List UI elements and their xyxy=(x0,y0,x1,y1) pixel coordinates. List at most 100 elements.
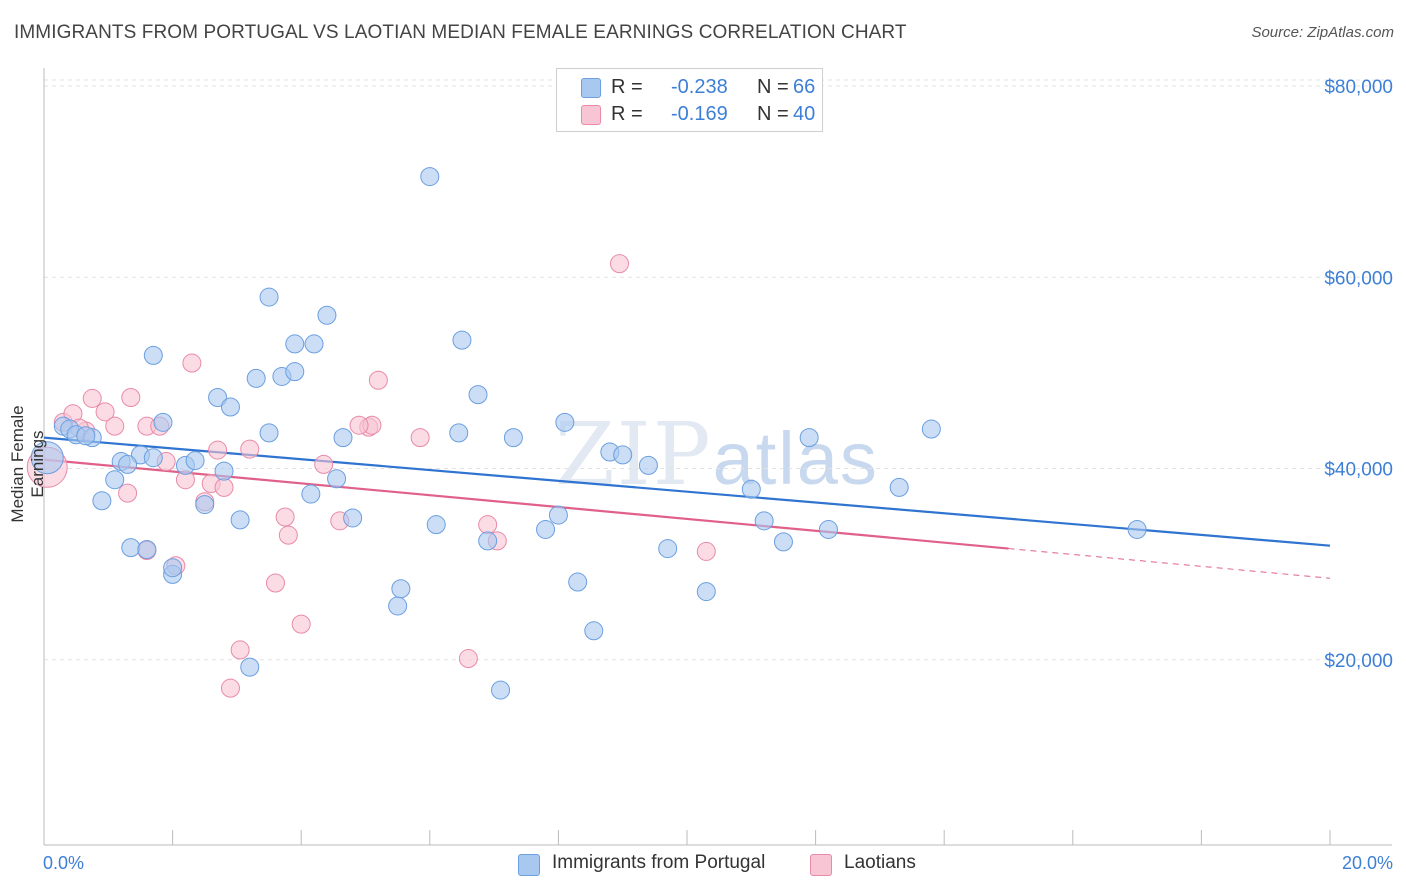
legend-swatch-portugal xyxy=(581,78,601,98)
data-point-portugal xyxy=(240,657,260,677)
data-point-laotians xyxy=(208,440,228,460)
data-point-portugal xyxy=(333,428,353,448)
data-point-portugal xyxy=(343,508,363,528)
data-point-portugal xyxy=(388,596,408,616)
data-point-portugal xyxy=(503,428,523,448)
data-point-portugal xyxy=(118,454,138,474)
data-point-laotians xyxy=(696,541,716,561)
data-point-portugal xyxy=(548,505,568,525)
data-point-portugal xyxy=(568,572,588,592)
data-point-portugal xyxy=(696,582,716,602)
data-point-laotians xyxy=(609,254,629,274)
data-point-portugal xyxy=(285,334,305,354)
data-point-portugal xyxy=(420,167,440,187)
legend-swatch-laotians xyxy=(581,105,601,125)
trend-line-laotians-extrapolated xyxy=(1008,548,1331,579)
data-point-laotians xyxy=(105,416,125,436)
tick-labels: $20,000 $40,000 $60,000 $80,000 0.0% 20.0% xyxy=(43,77,1393,873)
data-point-portugal xyxy=(246,368,266,388)
data-point-portugal xyxy=(301,484,321,504)
data-point-portugal xyxy=(208,387,228,407)
data-point-portugal xyxy=(754,511,774,531)
data-point-portugal xyxy=(818,519,838,539)
watermark-zip: ZIP xyxy=(555,405,713,505)
watermark: ZIPatlas xyxy=(555,405,879,505)
data-point-portugal xyxy=(143,345,163,365)
data-point-portugal xyxy=(468,385,488,405)
data-point-portugal xyxy=(449,423,469,443)
y-axis-label: Median Female Earnings xyxy=(8,405,47,523)
data-point-laotians xyxy=(82,388,102,408)
data-point-laotians xyxy=(214,477,234,497)
grid-lines xyxy=(44,79,1392,661)
data-point-portugal xyxy=(143,448,163,468)
data-point-laotians xyxy=(230,640,250,660)
legend-n-label: N = xyxy=(757,76,789,98)
data-point-portugal xyxy=(741,479,761,499)
data-point-laotians xyxy=(349,415,369,435)
data-point-portugal xyxy=(658,539,678,559)
trend-line-portugal xyxy=(43,436,1331,547)
data-point-laotians xyxy=(182,353,202,373)
data-point-laotians xyxy=(220,678,240,698)
data-point-laotians xyxy=(368,370,388,390)
data-point-portugal xyxy=(304,334,324,354)
watermark-atlas: atlas xyxy=(712,417,879,500)
data-point-portugal xyxy=(1127,519,1147,539)
trend-line-laotians xyxy=(43,458,1009,550)
data-point-laotians xyxy=(458,649,478,669)
bottom-legend-swatch-portugal xyxy=(518,854,540,876)
bottom-legend-label: Laotians xyxy=(844,852,916,873)
data-point-portugal xyxy=(327,469,347,489)
legend-n-value: 66 xyxy=(793,76,816,98)
y-tick-label: $60,000 xyxy=(1324,268,1393,289)
y-tick-label: $20,000 xyxy=(1324,651,1393,672)
data-point-portugal xyxy=(491,680,511,700)
data-point-portugal xyxy=(889,477,909,497)
data-point-portugal xyxy=(76,426,96,446)
data-point-portugal xyxy=(259,287,279,307)
trend-lines xyxy=(43,436,1331,579)
data-point-portugal xyxy=(536,519,556,539)
series-laotians xyxy=(26,254,716,698)
data-point-portugal xyxy=(185,451,205,471)
x-tick-label-min: 0.0% xyxy=(43,853,84,873)
data-point-portugal xyxy=(163,558,183,578)
series-immigrants-from-portugal xyxy=(30,167,1147,700)
data-point-laotians xyxy=(410,428,430,448)
data-point-portugal xyxy=(121,538,141,558)
data-point-laotians xyxy=(265,573,285,593)
data-point-portugal xyxy=(230,510,250,530)
data-point-portugal xyxy=(153,412,173,432)
data-point-portugal xyxy=(555,412,575,432)
bottom-legend-swatch-laotians xyxy=(810,854,832,876)
data-point-portugal xyxy=(584,621,604,641)
data-point-portugal xyxy=(478,531,498,551)
data-point-laotians xyxy=(314,454,334,474)
data-point-laotians xyxy=(291,614,311,634)
bottom-legend-label: Immigrants from Portugal xyxy=(552,852,766,873)
legend-n-value: 40 xyxy=(793,103,816,125)
data-point-portugal xyxy=(613,445,633,465)
data-point-portugal xyxy=(921,419,941,439)
data-point-portugal xyxy=(259,423,279,443)
data-point-portugal xyxy=(92,491,112,511)
legend-r-label: R = xyxy=(611,76,643,98)
legend-n-label: N = xyxy=(757,103,789,125)
data-point-laotians xyxy=(118,483,138,503)
data-point-laotians xyxy=(478,515,498,535)
data-point-portugal xyxy=(426,515,446,535)
y-tick-label: $40,000 xyxy=(1324,460,1393,481)
data-point-portugal xyxy=(214,461,234,481)
data-point-portugal xyxy=(799,428,819,448)
data-point-laotians xyxy=(240,439,260,459)
data-point-portugal xyxy=(452,330,472,350)
data-point-portugal xyxy=(137,540,157,560)
data-point-portugal xyxy=(30,441,64,475)
data-point-portugal xyxy=(105,470,125,490)
data-point-laotians xyxy=(275,507,295,527)
data-point-portugal xyxy=(285,362,305,382)
chart-title: IMMIGRANTS FROM PORTUGAL VS LAOTIAN MEDI… xyxy=(14,22,907,43)
x-tick-label-max: 20.0% xyxy=(1342,853,1393,873)
